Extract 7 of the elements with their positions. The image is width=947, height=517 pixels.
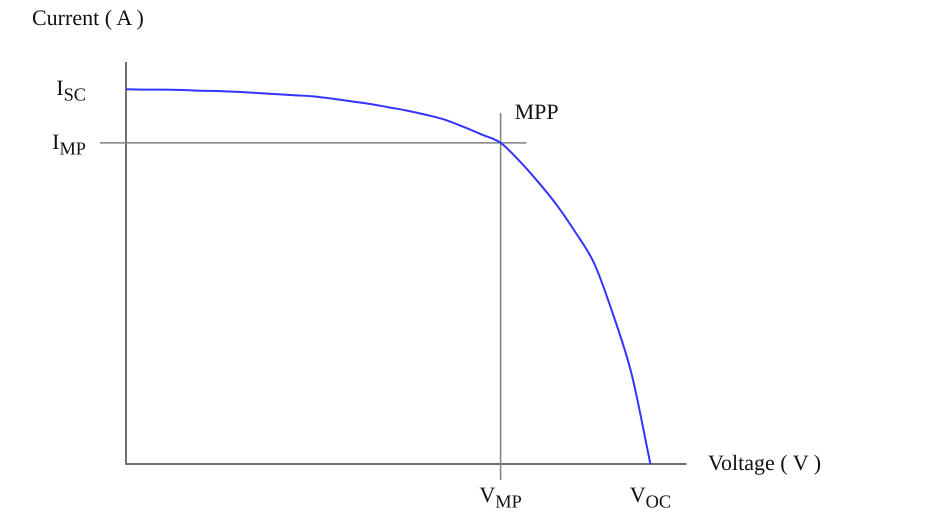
- annotation: MPP: [514, 98, 559, 126]
- x-tick-label: V$_{OC}$: [630, 482, 672, 514]
- x-axis-title: Voltage ( V ): [708, 450, 822, 476]
- y-axis-title: Current ( A ): [32, 5, 144, 32]
- ref-line-label: I$_{MP}$: [52, 128, 86, 160]
- x-tick-label: V$_{MP}$: [479, 482, 522, 514]
- text: I$_{SC}$: [56, 75, 86, 107]
